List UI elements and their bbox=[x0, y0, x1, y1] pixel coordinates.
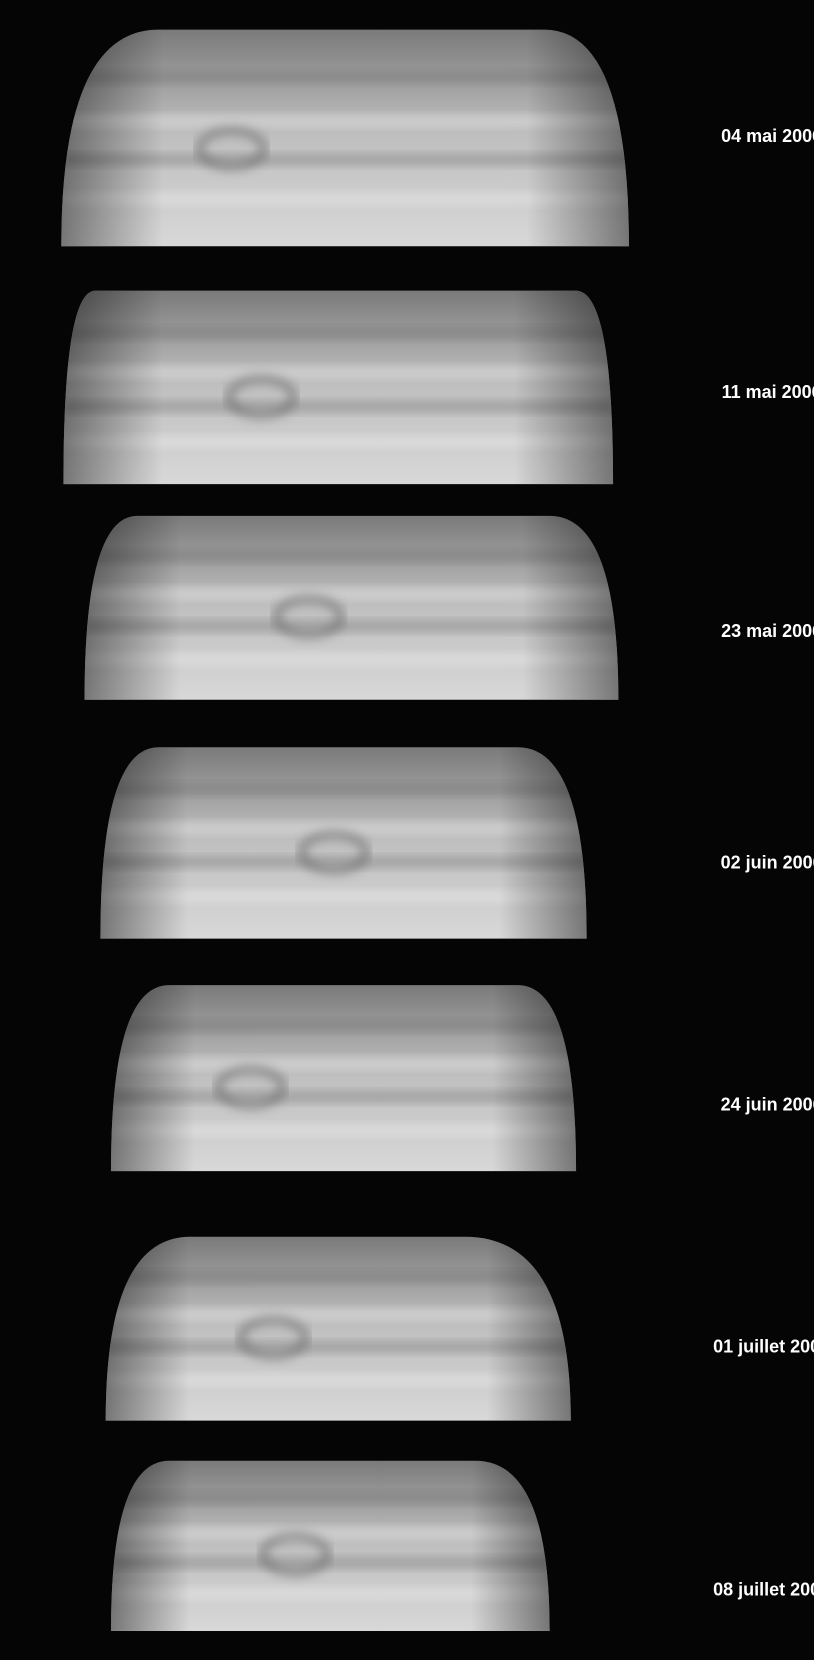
cloud-bands bbox=[111, 985, 576, 1171]
cloud-bands bbox=[106, 1237, 571, 1421]
limb-darkening bbox=[61, 30, 629, 247]
cloud-bands bbox=[111, 1461, 550, 1631]
limb-darkening bbox=[63, 291, 613, 484]
limb-darkening bbox=[106, 1237, 571, 1421]
image-sequence: 04 mai 2006 11 mai 2006 23 mai 2006 02 juin… bbox=[0, 0, 814, 1660]
cloud-bands bbox=[63, 291, 613, 484]
date-label: 08 juillet 2006 bbox=[713, 1580, 814, 1600]
date-label: 04 mai 2006 bbox=[721, 126, 814, 146]
limb-darkening bbox=[85, 516, 619, 700]
date-label: 02 juin 2006 bbox=[721, 852, 814, 872]
page: 04 mai 2006 11 mai 2006 23 mai 2006 02 juin… bbox=[0, 0, 814, 1660]
cloud-bands bbox=[100, 747, 586, 938]
date-label: 11 mai 2006 bbox=[722, 382, 814, 402]
date-label: 23 mai 2006 bbox=[721, 621, 814, 641]
limb-darkening bbox=[100, 747, 586, 938]
date-label: 01 juillet 2006 bbox=[713, 1336, 814, 1356]
cloud-bands bbox=[61, 30, 629, 247]
cloud-bands bbox=[85, 516, 619, 700]
limb-darkening bbox=[111, 985, 576, 1171]
date-label: 24 juin 2006 bbox=[721, 1094, 814, 1114]
limb-darkening bbox=[111, 1461, 550, 1631]
